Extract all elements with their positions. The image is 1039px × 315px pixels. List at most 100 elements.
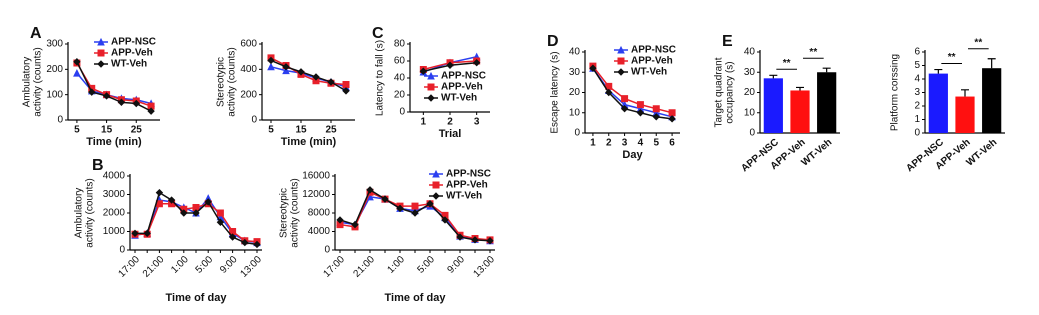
y-tick-label: 2000: [103, 208, 126, 219]
marker: [668, 109, 676, 117]
marker: [351, 220, 359, 229]
y-axis-label: occupancy (s): [725, 61, 736, 123]
y-tick-label: 3000: [103, 189, 126, 200]
x-tick-label: 13:00: [239, 254, 265, 280]
y-tick-label: 200: [240, 89, 257, 100]
x-tick-label: 6: [669, 138, 675, 149]
marker: [253, 240, 261, 249]
y-axis-label: activity (counts): [85, 178, 96, 247]
x-tick-label: 9:00: [445, 254, 467, 276]
y-tick-label: 3: [914, 87, 920, 98]
legend-label: APP-Veh: [441, 82, 483, 93]
series-line: [76, 61, 152, 112]
marker: [131, 229, 139, 238]
x-tick-label: 4: [638, 138, 644, 149]
y-tick-label: 4000: [103, 171, 126, 182]
marker: [621, 95, 629, 103]
marker: [180, 209, 188, 217]
y-tick-label: 2: [914, 101, 920, 112]
y-tick-label: 0: [399, 107, 405, 118]
marker: [155, 188, 164, 197]
marker: [312, 73, 320, 81]
significance-label: **: [809, 47, 817, 58]
marker: [97, 60, 105, 68]
marker: [396, 204, 404, 213]
marker: [636, 109, 645, 117]
y-tick-label: 12000: [302, 189, 330, 200]
x-axis-label: Time of day: [166, 292, 228, 304]
marker: [652, 113, 660, 121]
marker: [73, 58, 81, 66]
x-tick-label: 21:00: [352, 254, 378, 280]
marker: [147, 102, 155, 110]
marker: [228, 233, 237, 241]
x-tick-label: 5: [653, 138, 659, 149]
y-axis-label: Latency to fall (s): [375, 40, 386, 116]
marker: [132, 99, 140, 108]
y-tick-label: 40: [569, 47, 581, 58]
x-tick-label: 5: [74, 125, 80, 136]
marker: [411, 209, 419, 217]
y-axis-label: Target quadrant: [714, 57, 725, 127]
marker: [432, 192, 440, 200]
marker: [147, 107, 155, 115]
x-tick-label: 25: [131, 125, 143, 136]
x-tick-label: 25: [325, 125, 337, 136]
marker: [192, 209, 200, 217]
error-bar: [769, 74, 778, 79]
x-tick-label: WT-Veh: [800, 137, 835, 169]
marker: [88, 88, 96, 96]
y-tick-label: 0: [574, 128, 580, 139]
legend-label: APP-NSC: [441, 71, 486, 82]
marker: [427, 94, 435, 102]
x-tick-label: 1: [421, 117, 427, 128]
x-axis-label: Time (min): [281, 136, 337, 148]
y-tick-label: 0: [119, 245, 125, 256]
x-axis-label: Day: [622, 149, 643, 161]
marker: [426, 200, 434, 208]
bar: [790, 90, 810, 133]
marker: [471, 236, 479, 244]
x-tick-label: 2: [606, 138, 612, 149]
error-bar: [987, 58, 996, 69]
marker: [216, 218, 225, 226]
x-tick-label: 3: [474, 117, 480, 128]
y-tick-label: 10: [569, 107, 581, 118]
x-axis-label: Time of day: [385, 292, 447, 304]
panel-label: A: [30, 25, 42, 42]
x-tick-label: 5:00: [415, 254, 437, 276]
marker: [327, 78, 335, 86]
x-tick-label: 15: [295, 125, 307, 136]
marker: [411, 202, 419, 210]
y-axis-label: activity (counts): [33, 47, 44, 116]
marker: [605, 88, 613, 97]
marker: [267, 62, 275, 71]
y-tick-label: 0: [57, 115, 63, 126]
marker: [282, 66, 290, 75]
panel-label: D: [547, 33, 559, 50]
marker: [73, 69, 81, 77]
panel-label: E: [722, 33, 733, 50]
y-tick-label: 6: [914, 47, 920, 58]
marker: [297, 68, 305, 76]
y-tick-label: 0: [251, 115, 257, 126]
marker: [668, 115, 676, 123]
bar: [817, 72, 837, 133]
marker: [216, 209, 224, 217]
y-tick-label: 40: [744, 47, 756, 58]
y-tick-label: 20: [744, 87, 756, 98]
error-bar: [961, 89, 969, 97]
x-tick-label: 1:00: [385, 254, 407, 276]
bar: [955, 96, 975, 133]
y-tick-label: 10: [744, 107, 756, 118]
marker: [97, 37, 105, 46]
y-tick-label: 5: [914, 60, 920, 71]
marker: [617, 68, 625, 76]
x-tick-label: 17:00: [117, 254, 143, 280]
x-tick-label: 2: [447, 117, 453, 128]
y-axis-label: Ambulatory: [74, 188, 85, 239]
x-tick-label: 17:00: [322, 254, 348, 280]
y-tick-label: 20: [569, 87, 581, 98]
y-tick-label: 300: [46, 39, 63, 50]
